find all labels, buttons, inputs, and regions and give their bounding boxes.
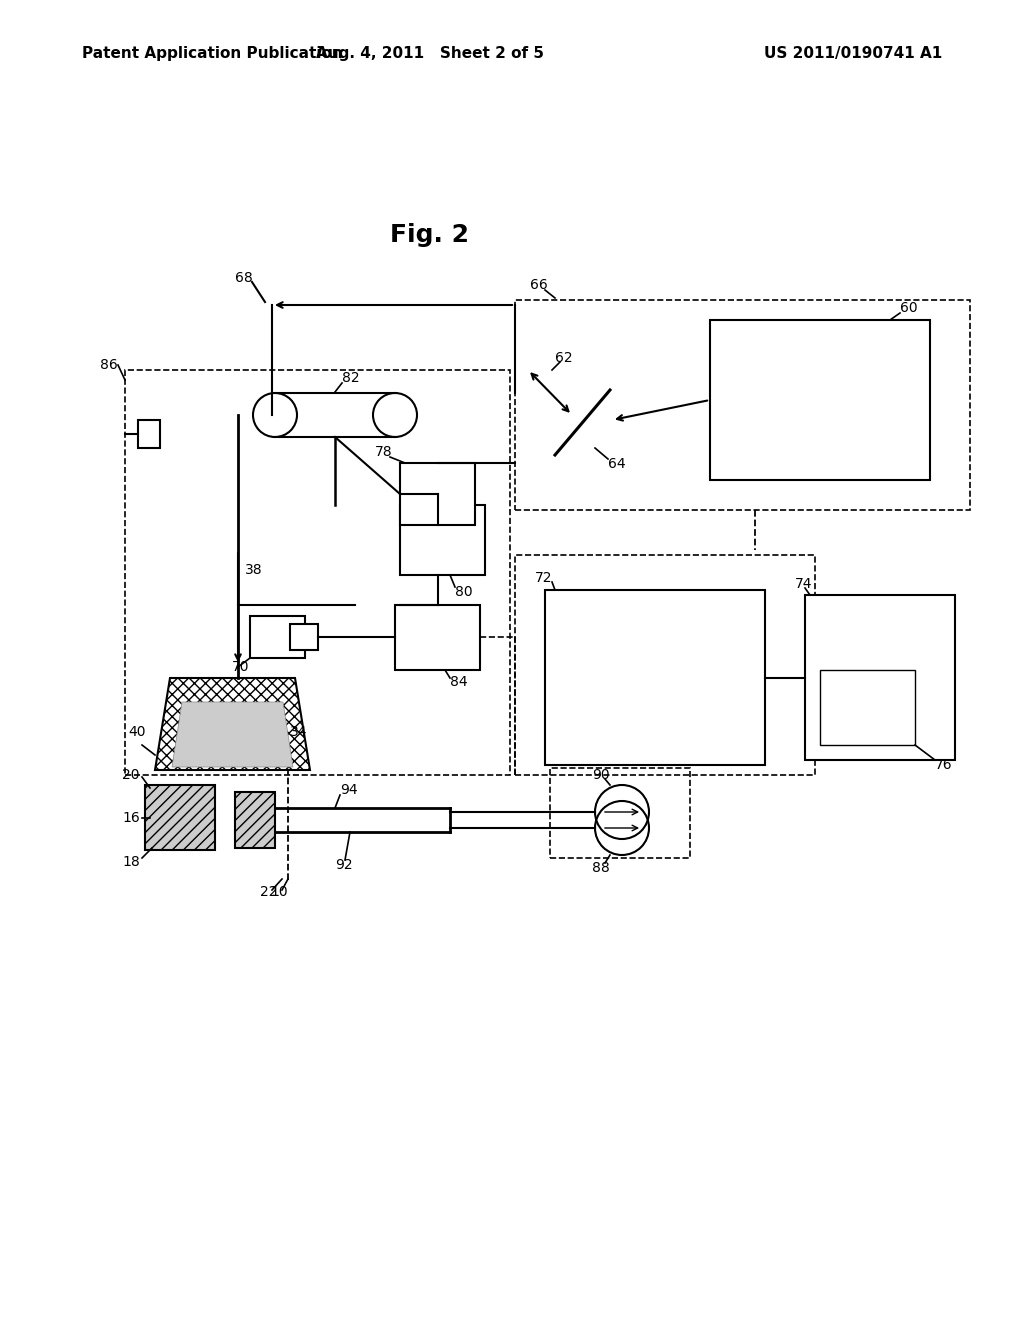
Text: 90: 90 [592,768,609,781]
Bar [820,671,915,744]
Text: US 2011/0190741 A1: US 2011/0190741 A1 [764,46,942,61]
Text: Patent Application Publication: Patent Application Publication [82,46,343,61]
Bar [395,605,480,671]
Bar [138,420,160,447]
Bar [290,624,318,649]
Text: 80: 80 [455,585,473,599]
Bar [250,616,305,657]
Text: 64: 64 [608,457,626,471]
Text: 72: 72 [535,572,553,585]
Bar [805,595,955,760]
Text: 34: 34 [290,725,307,739]
Text: 76: 76 [935,758,952,772]
Bar [550,768,690,858]
Bar [400,463,475,525]
Text: 16: 16 [122,810,139,825]
Text: 82: 82 [342,371,359,385]
Text: 18: 18 [122,855,139,869]
Polygon shape [155,678,310,770]
Text: 86: 86 [100,358,118,372]
Text: 60: 60 [900,301,918,315]
Text: 92: 92 [335,858,352,873]
Text: 10: 10 [270,884,288,899]
Text: 68: 68 [234,271,253,285]
Text: 22: 22 [260,884,278,899]
Polygon shape [234,792,275,847]
Bar [515,554,815,775]
Text: 38: 38 [245,564,262,577]
Bar [710,319,930,480]
Bar [400,506,485,576]
Bar [545,590,765,766]
Text: Fig. 2: Fig. 2 [390,223,469,247]
Text: 40: 40 [128,725,145,739]
Bar [125,370,510,775]
Bar [515,300,970,510]
Text: 84: 84 [450,675,468,689]
Text: 88: 88 [592,861,609,875]
Text: 20: 20 [122,768,139,781]
Polygon shape [145,785,215,850]
Text: 78: 78 [375,445,392,459]
Text: 74: 74 [795,577,812,591]
Text: Aug. 4, 2011   Sheet 2 of 5: Aug. 4, 2011 Sheet 2 of 5 [316,46,544,61]
Text: 94: 94 [340,783,357,797]
Polygon shape [172,702,293,767]
Text: 70: 70 [232,660,250,675]
Text: 66: 66 [530,279,548,292]
Text: 62: 62 [555,351,572,366]
